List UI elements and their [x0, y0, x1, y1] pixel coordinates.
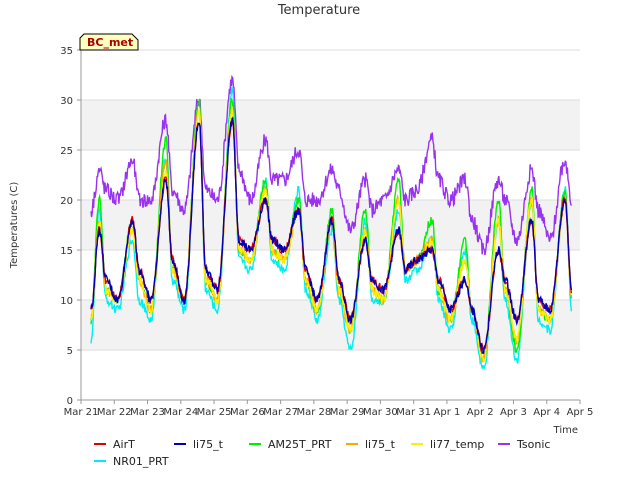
legend-item: NR01_PRT	[94, 455, 169, 468]
x-axis-label: Time	[553, 425, 578, 436]
x-tick-label: Apr 4	[533, 407, 560, 418]
series-line-tsonic	[90, 74, 573, 256]
series-line-li75-t	[90, 116, 573, 355]
chart-title: Temperature	[277, 3, 360, 18]
band	[81, 300, 580, 350]
y-tick-label: 10	[60, 296, 73, 307]
x-tick-label: Mar 24	[163, 407, 198, 418]
legend-label: AirT	[113, 438, 135, 451]
x-tick-label: Apr 5	[567, 407, 594, 418]
y-tick-label: 0	[67, 396, 73, 407]
x-tick-label: Mar 28	[296, 407, 331, 418]
legend-label: li75_t	[193, 438, 224, 451]
y-tick-label: 5	[67, 346, 73, 357]
x-tick-label: Mar 25	[197, 407, 232, 418]
legend: AirT li75_t AM25T_PRT li75_t li77_temp Tsonic…	[94, 438, 550, 468]
legend-item: li75_t	[174, 438, 224, 451]
y-tick-label: 35	[60, 46, 73, 57]
x-tick-label: Mar 31	[396, 407, 431, 418]
legend-label: AM25T_PRT	[268, 438, 332, 451]
y-tick-label: 20	[60, 196, 73, 207]
legend-item: li77_temp	[411, 438, 484, 451]
station-badge: BC_met	[79, 33, 139, 51]
x-tick-label: Mar 23	[130, 407, 165, 418]
x-tick-label: Apr 2	[467, 407, 494, 418]
band	[81, 100, 580, 150]
x-tick-label: Mar 22	[97, 407, 132, 418]
y-axis-label: Temperatures (C)	[9, 182, 20, 270]
legend-item: li75_t	[346, 438, 396, 451]
legend-item: AirT	[94, 438, 135, 451]
x-tick-label: Apr 1	[434, 407, 461, 418]
y-tick-label: 25	[60, 146, 73, 157]
x-tick-label: Mar 27	[263, 407, 298, 418]
y-tick-label: 15	[60, 246, 73, 257]
badge-label: BC_met	[87, 36, 133, 49]
legend-item: AM25T_PRT	[249, 438, 332, 451]
legend-label: NR01_PRT	[113, 455, 169, 468]
x-tick-label: Mar 29	[330, 407, 365, 418]
x-tick-label: Apr 3	[500, 407, 527, 418]
badge-shape	[79, 33, 139, 51]
x-tick-label: Mar 26	[230, 407, 265, 418]
axes	[77, 49, 581, 404]
series-layer	[90, 74, 573, 370]
legend-label: li77_temp	[430, 438, 484, 451]
x-tick-label: Mar 30	[363, 407, 398, 418]
y-tick-label: 30	[60, 96, 73, 107]
legend-label: Tsonic	[516, 438, 550, 451]
legend-item: Tsonic	[498, 438, 550, 451]
x-tick-label: Mar 21	[64, 407, 99, 418]
legend-label: li75_t	[365, 438, 396, 451]
